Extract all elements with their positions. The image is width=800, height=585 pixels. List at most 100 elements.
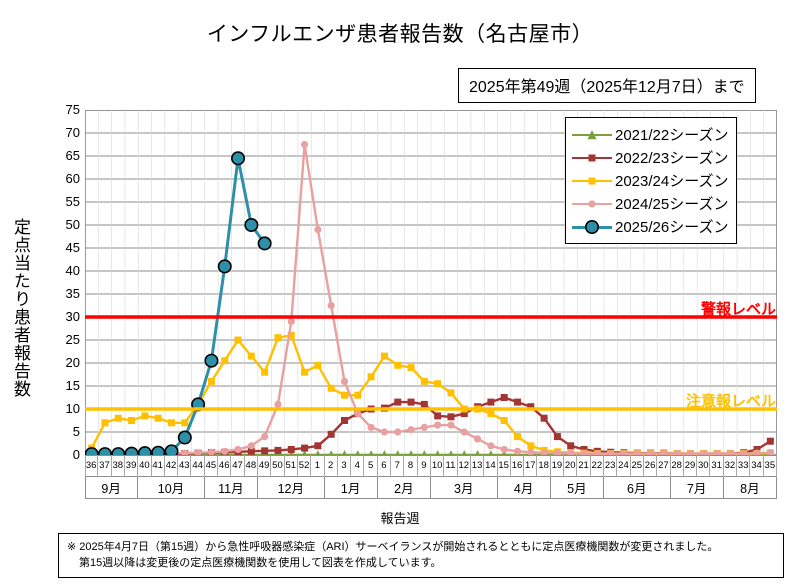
series-2024/25シーズン xyxy=(88,140,774,455)
legend-item-2[interactable]: 2023/24シーズン xyxy=(572,169,728,192)
x-tick-label: 46 xyxy=(218,455,232,477)
x-tick-label: 43 xyxy=(178,455,192,477)
legend-swatch-icon xyxy=(572,128,612,142)
page-title: インフルエンザ患者報告数（名古屋市） xyxy=(206,23,594,46)
x-month-row-frame xyxy=(85,477,777,499)
legend-swatch-icon xyxy=(572,151,612,165)
x-tick-label: 37 xyxy=(98,455,112,477)
y-tick-label: 10 xyxy=(65,401,80,416)
x-month-label: 11月 xyxy=(205,477,258,499)
x-axis-week-ticks: 36 37 38 39 40 41 42 43 44 45 46 47 48 49 50 51 52 1 2 3 4 5 6… xyxy=(85,455,777,477)
x-tick-label: 31 xyxy=(710,455,724,477)
x-month-label: 6月 xyxy=(604,477,671,499)
x-month-label: 3月 xyxy=(431,477,498,499)
y-tick-label: 45 xyxy=(65,240,80,255)
x-tick-label: 47 xyxy=(231,455,245,477)
x-tick-label: 4 xyxy=(351,455,365,477)
footnote-line-2: 第15週以降は変更後の定点医療機関数を使用して図表を作成しています。 xyxy=(79,557,442,569)
x-tick-label: 3 xyxy=(338,455,352,477)
x-month-label: 7月 xyxy=(671,477,724,499)
x-tick-label: 2 xyxy=(325,455,338,477)
date-range-note: 2025年第49週（2025年12月7日）まで xyxy=(458,68,756,103)
legend-item-1[interactable]: 2022/23シーズン xyxy=(572,146,728,169)
y-tick-label: 75 xyxy=(65,102,80,117)
x-tick-label: 18 xyxy=(537,455,551,477)
x-tick-label: 12 xyxy=(458,455,471,477)
legend-swatch-icon xyxy=(572,174,612,188)
x-tick-label: 49 xyxy=(258,455,272,477)
y-axis-label: 定点当たり患者報告数 xyxy=(11,218,30,398)
legend-item-3[interactable]: 2024/25シーズン xyxy=(572,192,728,215)
x-tick-label: 42 xyxy=(165,455,179,477)
x-month-label: 4月 xyxy=(498,477,551,499)
x-tick-label: 32 xyxy=(724,455,738,477)
x-tick-label: 50 xyxy=(271,455,285,477)
y-tick-label: 15 xyxy=(65,378,80,393)
x-tick-label: 34 xyxy=(750,455,764,477)
y-tick-label: 55 xyxy=(65,194,80,209)
footnote-line-1: ※ 2025年4月7日（第15週）から急性呼吸器感染症（ARI）サーベイランスが… xyxy=(67,541,719,553)
x-tick-label: 39 xyxy=(125,455,139,477)
x-month-label: 2月 xyxy=(378,477,431,499)
y-tick-label: 60 xyxy=(65,171,80,186)
x-tick-label: 16 xyxy=(511,455,525,477)
x-tick-label: 40 xyxy=(138,455,152,477)
x-tick-label: 14 xyxy=(484,455,498,477)
y-tick-label: 30 xyxy=(65,309,80,324)
x-tick-label: 21 xyxy=(577,455,591,477)
x-tick-label: 8 xyxy=(404,455,418,477)
threshold-label-caution: 注意報レベル xyxy=(685,393,776,410)
x-tick-label: 5 xyxy=(364,455,378,477)
x-tick-label: 36 xyxy=(85,455,99,477)
x-tick-label: 15 xyxy=(498,455,511,477)
y-tick-label: 65 xyxy=(65,148,80,163)
x-month-label: 10月 xyxy=(138,477,205,499)
x-tick-label: 10 xyxy=(431,455,445,477)
x-tick-label: 13 xyxy=(471,455,485,477)
legend-label: 2022/23シーズン xyxy=(615,150,729,167)
y-tick-label: 70 xyxy=(65,125,80,140)
x-tick-label: 52 xyxy=(298,455,312,477)
x-axis-label: 報告週 xyxy=(380,511,420,526)
y-axis-ticks: 0 5 10 15 20 25 30 35 40 45 50 55 60 65 70 75 xyxy=(48,102,80,462)
x-tick-label: 38 xyxy=(112,455,125,477)
x-tick-label: 24 xyxy=(617,455,631,477)
x-tick-label: 11 xyxy=(444,455,458,477)
x-month-label: 5月 xyxy=(551,477,604,499)
x-month-label: 9月 xyxy=(85,477,139,499)
x-month-label: 1月 xyxy=(325,477,378,499)
x-tick-label: 9 xyxy=(418,455,431,477)
y-tick-label: 0 xyxy=(72,447,80,462)
x-tick-label: 7 xyxy=(391,455,405,477)
chart-canvas xyxy=(85,110,777,455)
y-tick-label: 40 xyxy=(65,263,80,278)
x-tick-label: 29 xyxy=(684,455,698,477)
x-tick-row-frame xyxy=(85,455,777,477)
legend-swatch-icon xyxy=(572,197,612,211)
footnote: ※ 2025年4月7日（第15週）から急性呼吸器感染症（ARI）サーベイランスが… xyxy=(58,533,784,578)
x-tick-label: 1 xyxy=(311,455,325,477)
y-tick-label: 35 xyxy=(65,286,80,301)
x-tick-label: 20 xyxy=(564,455,578,477)
chart-legend: 2021/22シーズン 2022/23シーズン 2023/24シーズン 2024/25… xyxy=(565,117,738,244)
x-tick-label: 30 xyxy=(697,455,711,477)
x-tick-label: 44 xyxy=(191,455,205,477)
legend-item-4[interactable]: 2025/26シーズン xyxy=(572,215,728,238)
x-month-label: 8月 xyxy=(724,477,777,499)
x-tick-label: 27 xyxy=(657,455,671,477)
legend-item-0[interactable]: 2021/22シーズン xyxy=(572,123,728,146)
x-tick-label: 19 xyxy=(551,455,565,477)
x-tick-label: 41 xyxy=(152,455,165,477)
y-tick-label: 25 xyxy=(65,332,80,347)
y-tick-label: 20 xyxy=(65,355,80,370)
legend-label: 2025/26シーズン xyxy=(615,219,729,236)
legend-label: 2024/25シーズン xyxy=(615,196,729,213)
x-tick-label: 25 xyxy=(631,455,644,477)
x-tick-label: 28 xyxy=(671,455,684,477)
x-tick-label: 17 xyxy=(524,455,538,477)
x-month-label: 12月 xyxy=(258,477,325,499)
y-tick-label: 5 xyxy=(72,424,80,439)
x-tick-label: 45 xyxy=(205,455,219,477)
legend-label: 2021/22シーズン xyxy=(615,127,729,144)
